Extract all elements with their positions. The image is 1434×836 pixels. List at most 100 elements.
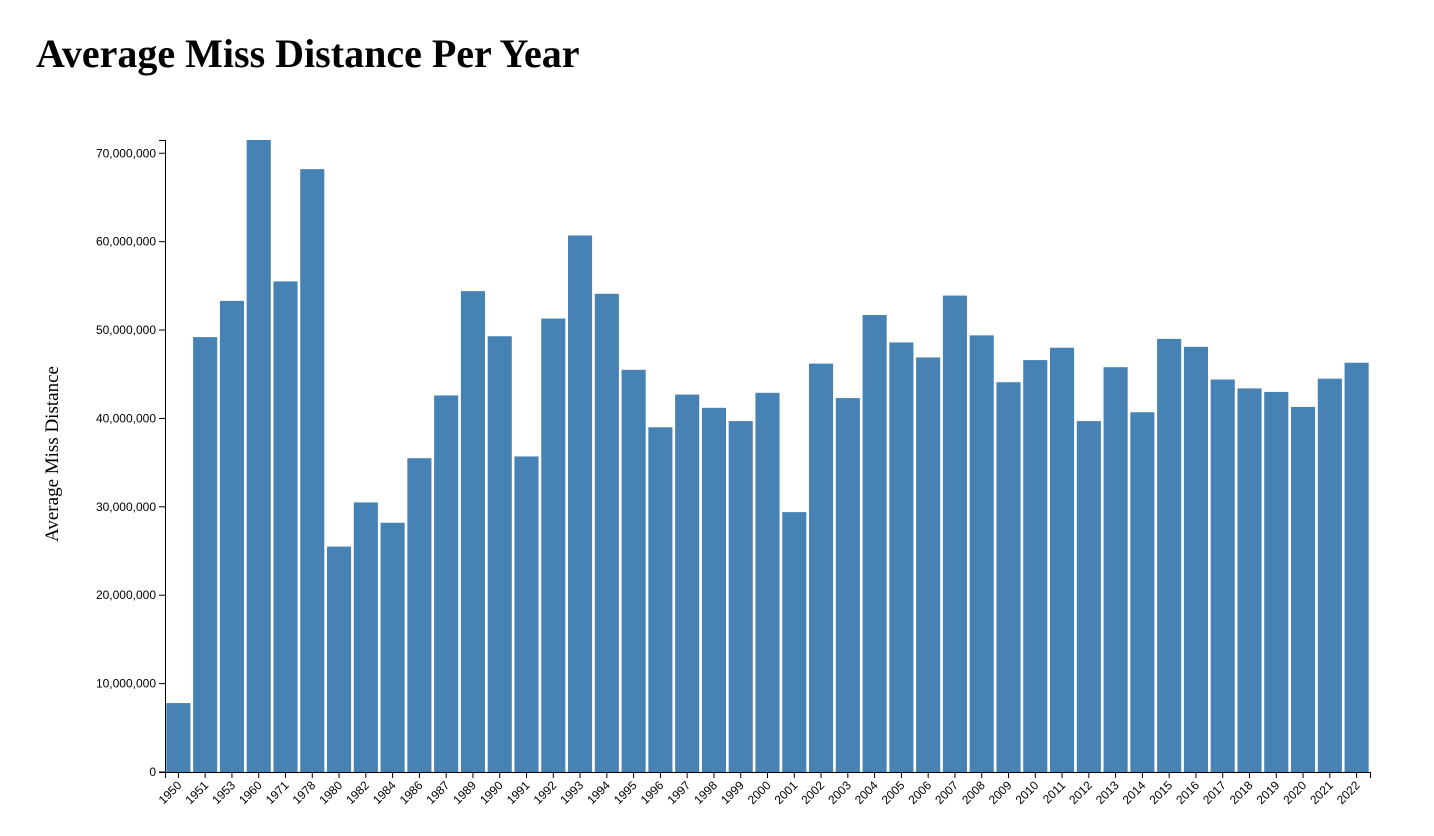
x-tick-label: 2013 bbox=[1093, 778, 1122, 807]
bar-2008 bbox=[969, 335, 994, 772]
bar-1991 bbox=[514, 456, 539, 772]
x-tick-label: 1987 bbox=[424, 778, 453, 807]
y-tick-label: 70,000,000 bbox=[96, 146, 156, 160]
x-tick-label: 1998 bbox=[691, 778, 720, 807]
bar-1982 bbox=[353, 502, 378, 772]
bar-2016 bbox=[1183, 346, 1208, 772]
bar-2011 bbox=[1050, 347, 1075, 772]
x-tick-label: 2002 bbox=[798, 778, 827, 807]
bars-group bbox=[166, 140, 1369, 773]
bar-2013 bbox=[1103, 367, 1128, 772]
x-tick-label: 2009 bbox=[986, 778, 1015, 807]
y-tick-label: 50,000,000 bbox=[96, 323, 156, 337]
bar-1986 bbox=[407, 458, 432, 772]
bar-2007 bbox=[942, 295, 967, 772]
x-axis: 1950195119531960197119781980198219841986… bbox=[156, 772, 1371, 807]
x-tick-label: 2014 bbox=[1120, 778, 1149, 807]
bar-2021 bbox=[1317, 378, 1342, 772]
x-tick-label: 2017 bbox=[1200, 778, 1229, 807]
bar-2017 bbox=[1210, 379, 1235, 772]
bar-2006 bbox=[916, 357, 941, 772]
x-tick-label: 2004 bbox=[852, 778, 881, 807]
bar-1989 bbox=[460, 291, 485, 772]
y-tick-label: 60,000,000 bbox=[96, 235, 156, 249]
bar-2000 bbox=[755, 392, 780, 772]
x-tick-label: 1950 bbox=[156, 778, 185, 807]
y-tick-label: 20,000,000 bbox=[96, 588, 156, 602]
x-tick-label: 2022 bbox=[1334, 778, 1363, 807]
bar-2004 bbox=[862, 315, 887, 772]
x-tick-label: 2020 bbox=[1280, 778, 1309, 807]
bar-1971 bbox=[273, 281, 298, 772]
bar-1992 bbox=[541, 318, 566, 772]
x-tick-label: 2021 bbox=[1307, 778, 1336, 807]
y-tick-label: 30,000,000 bbox=[96, 500, 156, 514]
x-tick-label: 1953 bbox=[209, 778, 238, 807]
x-tick-label: 2010 bbox=[1013, 778, 1042, 807]
y-tick-label: 0 bbox=[149, 765, 156, 779]
bar-1960 bbox=[246, 140, 271, 772]
y-tick-label: 40,000,000 bbox=[96, 411, 156, 425]
bar-2002 bbox=[809, 363, 834, 772]
bar-1987 bbox=[434, 395, 459, 772]
x-tick-label: 2018 bbox=[1227, 778, 1256, 807]
x-tick-label: 2006 bbox=[906, 778, 935, 807]
x-tick-label: 1996 bbox=[638, 778, 667, 807]
bar-1951 bbox=[193, 337, 218, 772]
bar-1994 bbox=[594, 293, 619, 772]
x-tick-label: 1992 bbox=[531, 778, 560, 807]
bar-2014 bbox=[1130, 412, 1155, 772]
x-tick-label: 2011 bbox=[1040, 778, 1068, 806]
bar-1950 bbox=[166, 703, 191, 772]
x-tick-label: 1971 bbox=[263, 778, 292, 807]
bar-2001 bbox=[782, 512, 807, 772]
x-tick-label: 1980 bbox=[316, 778, 345, 807]
bar-1978 bbox=[300, 169, 325, 773]
bar-1984 bbox=[380, 522, 405, 772]
bar-2019 bbox=[1264, 391, 1289, 772]
x-tick-label: 1982 bbox=[343, 778, 372, 807]
x-tick-label: 1960 bbox=[236, 778, 265, 807]
x-tick-label: 1986 bbox=[397, 778, 426, 807]
bar-2005 bbox=[889, 342, 914, 772]
x-tick-label: 1997 bbox=[665, 778, 694, 807]
bar-2012 bbox=[1076, 421, 1101, 772]
x-tick-label: 2000 bbox=[745, 778, 774, 807]
x-tick-label: 1951 bbox=[183, 778, 212, 807]
x-tick-label: 2003 bbox=[825, 778, 854, 807]
y-tick-label: 10,000,000 bbox=[96, 677, 156, 691]
page-title: Average Miss Distance Per Year bbox=[36, 31, 580, 76]
x-tick-label: 2016 bbox=[1173, 778, 1202, 807]
x-tick-label: 1991 bbox=[504, 778, 533, 807]
y-axis: 0 10,000,000 20,000,000 30,000,000 40,000,00… bbox=[96, 140, 166, 779]
y-axis-line bbox=[159, 140, 166, 773]
bar-1997 bbox=[675, 394, 700, 772]
bar-1990 bbox=[487, 336, 512, 772]
bar-2022 bbox=[1344, 362, 1369, 772]
bar-1953 bbox=[219, 300, 244, 772]
bar-2009 bbox=[996, 382, 1021, 772]
x-tick-label: 2007 bbox=[932, 778, 961, 807]
bar-1996 bbox=[648, 427, 673, 772]
x-tick-label: 2008 bbox=[959, 778, 988, 807]
x-tick-label: 1978 bbox=[290, 778, 319, 807]
bar-1998 bbox=[701, 407, 726, 772]
x-tick-label: 2005 bbox=[879, 778, 908, 807]
x-tick-label: 1993 bbox=[557, 778, 586, 807]
bar-1999 bbox=[728, 421, 753, 772]
x-tick-label: 1984 bbox=[370, 778, 399, 807]
x-tick-label: 1990 bbox=[477, 778, 506, 807]
x-tick-label: 1994 bbox=[584, 778, 613, 807]
x-tick-label: 2012 bbox=[1066, 778, 1095, 807]
y-axis-title: Average Miss Distance bbox=[42, 366, 63, 542]
x-tick-label: 1999 bbox=[718, 778, 747, 807]
x-tick-label: 2019 bbox=[1254, 778, 1283, 807]
x-tick-label: 2015 bbox=[1147, 778, 1176, 807]
bar-2020 bbox=[1291, 406, 1316, 772]
x-tick-label: 1989 bbox=[450, 778, 479, 807]
bar-1980 bbox=[327, 546, 352, 772]
bar-1993 bbox=[568, 235, 593, 772]
x-tick-label: 1995 bbox=[611, 778, 640, 807]
bar-2003 bbox=[835, 398, 860, 772]
